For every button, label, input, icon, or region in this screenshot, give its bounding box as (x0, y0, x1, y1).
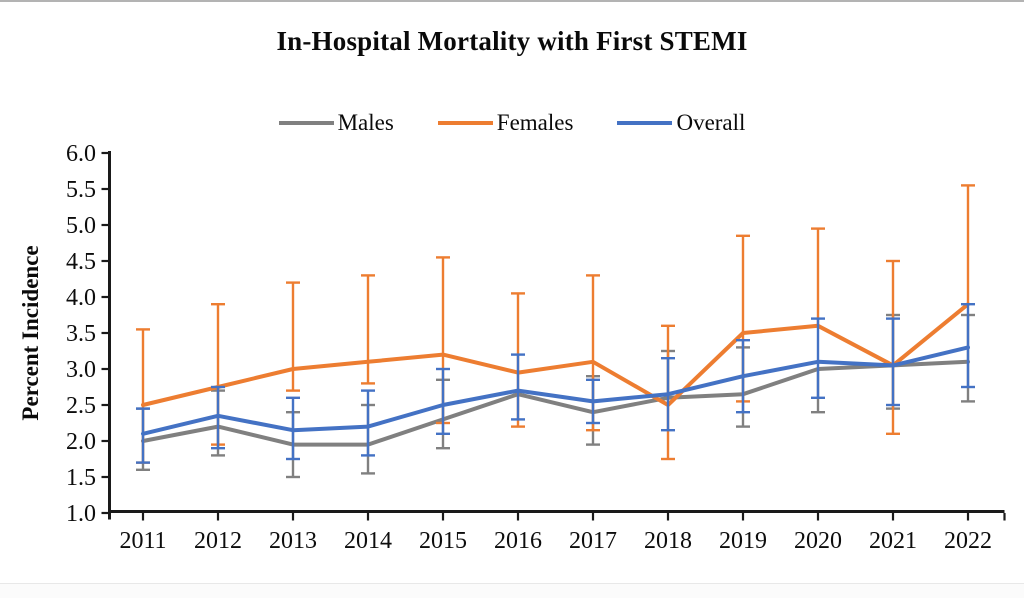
x-tick-label: 2019 (719, 528, 767, 554)
y-tick-label: 3.0 (66, 357, 96, 383)
series-females (136, 184, 975, 464)
y-tick-label: 1.0 (66, 501, 96, 527)
x-tick-label: 2013 (269, 528, 317, 554)
y-tick-label: 5.5 (66, 177, 96, 203)
x-tick-label: 2018 (644, 528, 692, 554)
chart-title: In-Hospital Mortality with First STEMI (276, 26, 748, 56)
x-tick-label: 2017 (569, 528, 617, 554)
series-overall (136, 303, 975, 464)
y-tick-label: 4.5 (66, 249, 96, 275)
x-tick-label: 2014 (344, 528, 392, 554)
x-tick-label: 2016 (494, 528, 542, 554)
y-tick-label: 2.0 (66, 429, 96, 455)
y-tick-label: 5.0 (66, 213, 96, 239)
overall-data-line (141, 345, 970, 436)
y-tick-label: 2.5 (66, 393, 96, 419)
x-tick-label: 2020 (794, 528, 842, 554)
males-line-swatch (278, 121, 334, 125)
legend-item-females: Females (437, 110, 574, 136)
y-tick-label: 3.5 (66, 321, 96, 347)
legend-label-overall: Overall (676, 110, 746, 135)
overall-line-swatch (617, 121, 673, 125)
bottom-margin-strip (0, 584, 1024, 598)
legend-label-males: Males (337, 110, 394, 135)
x-tick-label: 2022 (944, 528, 992, 554)
legend: Males Females Overall (0, 110, 1024, 136)
bottom-border-line (0, 583, 1024, 584)
x-tick-label: 2021 (869, 528, 917, 554)
legend-label-females: Females (496, 110, 574, 135)
y-tick-label: 4.0 (66, 285, 96, 311)
males-data-line (141, 359, 970, 447)
x-tick-label: 2011 (119, 528, 166, 554)
y-tick-label: 1.5 (66, 465, 96, 491)
x-tick-label: 2015 (419, 528, 467, 554)
x-tick-label: 2012 (194, 528, 242, 554)
y-tick-label: 6.0 (66, 141, 96, 167)
females-data-line (141, 302, 970, 407)
top-border-line (0, 0, 1024, 2)
females-line-swatch (437, 121, 493, 125)
legend-item-overall: Overall (617, 110, 745, 136)
legend-item-males: Males (278, 110, 394, 136)
